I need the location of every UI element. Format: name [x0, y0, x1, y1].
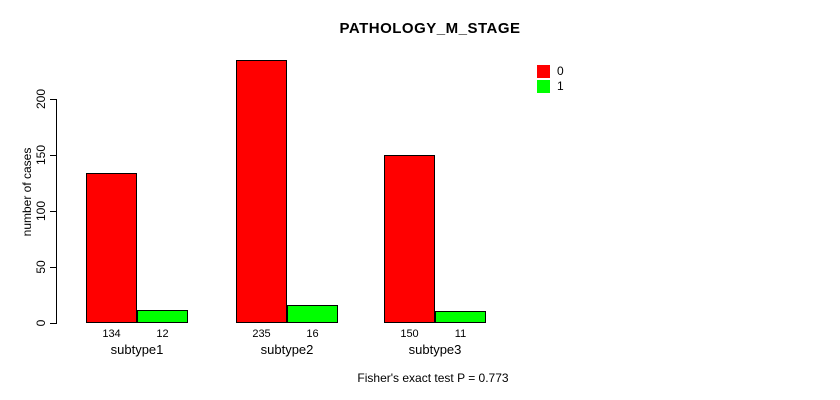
bar-value-label: 11: [454, 328, 467, 340]
legend-swatch-icon: [537, 65, 550, 78]
bar-1-subtype2: [287, 305, 338, 323]
y-tick-label: 100: [34, 200, 48, 222]
legend-label: 1: [557, 79, 564, 93]
y-tick-label: 50: [34, 260, 48, 274]
bar-value-label: 235: [252, 328, 271, 340]
y-axis-line: [56, 99, 57, 324]
bar-1-subtype1: [137, 310, 188, 323]
bar-1-subtype3: [435, 311, 486, 323]
category-label-subtype2: subtype2: [260, 342, 314, 357]
bar-value-label: 150: [400, 328, 419, 340]
category-label-subtype1: subtype1: [110, 342, 164, 357]
y-tick-mark: [50, 267, 56, 268]
bar-value-label: 12: [156, 328, 169, 340]
bar-0-subtype3: [384, 155, 435, 323]
bar-0-subtype1: [86, 173, 137, 323]
category-label-subtype3: subtype3: [408, 342, 462, 357]
y-tick-mark: [50, 155, 56, 156]
y-tick-mark: [50, 211, 56, 212]
footnote-fisher-test: Fisher's exact test P = 0.773: [357, 371, 509, 385]
y-tick-mark: [50, 323, 56, 324]
bar-value-label: 16: [306, 328, 319, 340]
legend-swatch-icon: [537, 80, 550, 93]
y-tick-label: 200: [34, 88, 48, 110]
legend-label: 0: [557, 64, 564, 78]
y-tick-label: 0: [34, 319, 48, 327]
y-tick-mark: [50, 99, 56, 100]
bar-value-label: 134: [102, 328, 121, 340]
y-tick-label: 150: [34, 144, 48, 166]
chart-title: PATHOLOGY_M_STAGE: [339, 20, 521, 37]
bar-0-subtype2: [236, 60, 287, 323]
y-axis-label: number of cases: [20, 147, 34, 237]
